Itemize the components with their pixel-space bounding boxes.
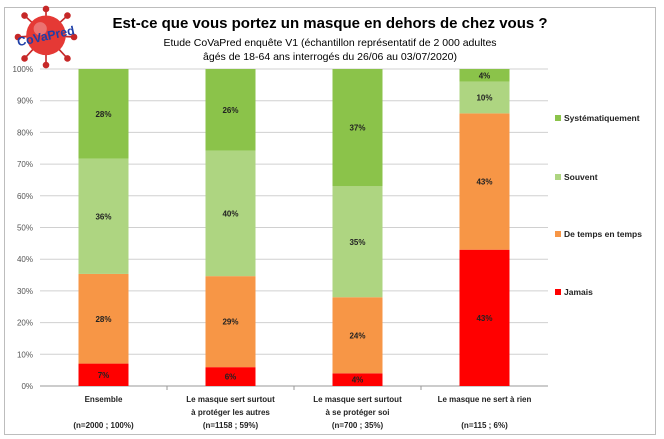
data-label: 36%: [95, 212, 111, 221]
x-category-label: (n=1158 ; 59%): [203, 421, 259, 430]
legend-label: Souvent: [564, 172, 598, 182]
chart-title: Est-ce que vous portez un masque en deho…: [112, 15, 548, 32]
legend-label: Jamais: [564, 287, 593, 297]
x-category-label: à se protéger soi: [325, 408, 389, 417]
data-label: 24%: [349, 331, 365, 340]
data-label: 35%: [349, 238, 365, 247]
x-category-label: (n=115 ; 6%): [461, 421, 508, 430]
bar-segment: [78, 273, 129, 364]
y-tick-label: 0%: [21, 382, 33, 391]
bar-segment: [78, 363, 129, 386]
data-label: 28%: [95, 315, 111, 324]
data-label: 43%: [476, 314, 492, 323]
y-tick-label: 10%: [17, 350, 33, 359]
x-category-label: (n=700 ; 35%): [332, 421, 384, 430]
data-label: 7%: [98, 371, 110, 380]
bar-segment: [459, 69, 510, 82]
legend-swatch: [555, 231, 561, 237]
y-tick-label: 40%: [17, 255, 33, 264]
y-tick-label: 60%: [17, 192, 33, 201]
legend-swatch: [555, 289, 561, 295]
data-label: 28%: [95, 110, 111, 119]
x-category-label: (n=2000 ; 100%): [73, 421, 134, 430]
y-tick-label: 30%: [17, 287, 33, 296]
x-category-label: à protéger les autres: [191, 408, 270, 417]
data-label: 43%: [476, 178, 492, 187]
bar-segment: [205, 69, 256, 151]
legend-label: De temps en temps: [564, 229, 642, 239]
data-label: 37%: [349, 124, 365, 133]
data-label: 26%: [222, 106, 238, 115]
legend-label: Systématiquement: [564, 113, 640, 123]
covapred-logo: CoVaPred: [14, 5, 78, 69]
x-category-label: Le masque ne sert à rien: [438, 395, 532, 404]
y-tick-label: 100%: [13, 65, 33, 74]
bar-segment: [205, 276, 256, 368]
bar-segment: [459, 113, 510, 250]
x-category-label: Ensemble: [85, 395, 123, 404]
y-tick-label: 70%: [17, 160, 33, 169]
data-label: 40%: [222, 209, 238, 218]
bar-segment: [332, 186, 383, 298]
bar-segment: [78, 158, 129, 274]
y-tick-label: 20%: [17, 319, 33, 328]
bar-segment: [205, 150, 256, 277]
chart-subtitle-line-1: Etude CoVaPred enquête V1 (échantillon r…: [163, 37, 497, 49]
data-label: 10%: [476, 94, 492, 103]
y-tick-label: 80%: [17, 128, 33, 137]
bar-segment: [78, 69, 129, 159]
bar-segment: [332, 297, 383, 374]
data-label: 6%: [225, 373, 237, 382]
chart-subtitle-line-2: âgés de 18-64 ans interrogés du 26/06 au…: [203, 51, 457, 63]
legend-swatch: [555, 115, 561, 121]
y-tick-label: 90%: [17, 97, 33, 106]
data-label: 4%: [479, 71, 491, 80]
bar-segment: [332, 373, 383, 386]
x-category-label: Le masque sert surtout: [313, 395, 402, 404]
chart-border: [4, 7, 656, 435]
y-tick-label: 50%: [17, 224, 33, 233]
legend-swatch: [555, 174, 561, 180]
data-label: 4%: [352, 376, 364, 385]
bar-segment: [205, 367, 256, 386]
bar-segment: [332, 69, 383, 187]
bar-segment: [459, 249, 510, 386]
data-label: 29%: [222, 318, 238, 327]
bar-segment: [459, 81, 510, 114]
x-category-label: Le masque sert surtout: [186, 395, 275, 404]
